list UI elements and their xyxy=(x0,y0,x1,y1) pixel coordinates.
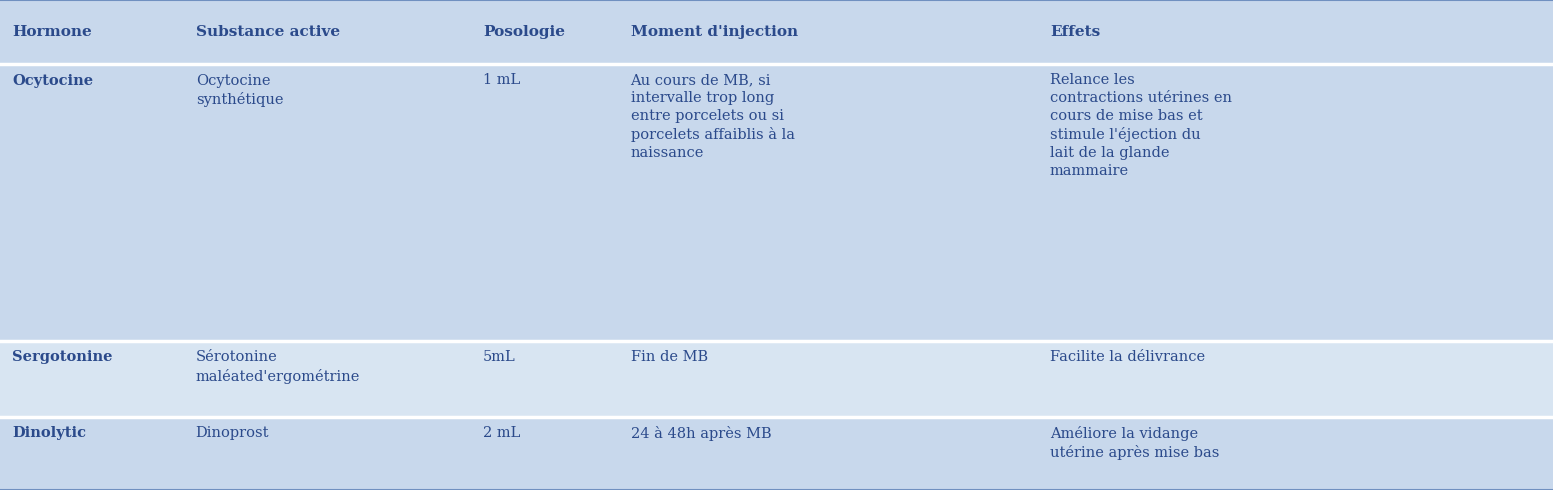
Bar xyxy=(0,416,1553,490)
Text: Effets: Effets xyxy=(1050,25,1100,39)
Text: Relance les
contractions utérines en
cours de mise bas et
stimule l'éjection du
: Relance les contractions utérines en cou… xyxy=(1050,74,1232,178)
Text: Substance active: Substance active xyxy=(196,25,340,39)
Text: Hormone: Hormone xyxy=(12,25,92,39)
Text: Ocytocine: Ocytocine xyxy=(12,74,93,88)
Text: Sérotonine
maléated'ergométrine: Sérotonine maléated'ergométrine xyxy=(196,350,360,384)
Text: Ocytocine
synthétique: Ocytocine synthétique xyxy=(196,74,283,107)
Text: 24 à 48h après MB: 24 à 48h après MB xyxy=(631,426,772,441)
Bar xyxy=(0,341,1553,416)
Text: 5mL: 5mL xyxy=(483,350,516,365)
Text: Facilite la délivrance: Facilite la délivrance xyxy=(1050,350,1205,365)
Text: Dinolytic: Dinolytic xyxy=(12,426,87,441)
Text: Fin de MB: Fin de MB xyxy=(631,350,708,365)
Text: Dinoprost: Dinoprost xyxy=(196,426,269,441)
Text: Posologie: Posologie xyxy=(483,25,565,39)
Bar xyxy=(0,64,1553,341)
Text: Améliore la vidange
utérine après mise bas: Améliore la vidange utérine après mise b… xyxy=(1050,426,1219,461)
Text: 2 mL: 2 mL xyxy=(483,426,520,441)
Text: Au cours de MB, si
intervalle trop long
entre porcelets ou si
porcelets affaibli: Au cours de MB, si intervalle trop long … xyxy=(631,74,795,160)
Text: 1 mL: 1 mL xyxy=(483,74,520,88)
Text: Sergotonine: Sergotonine xyxy=(12,350,113,365)
Text: Moment d'injection: Moment d'injection xyxy=(631,25,798,39)
Bar xyxy=(0,0,1553,64)
